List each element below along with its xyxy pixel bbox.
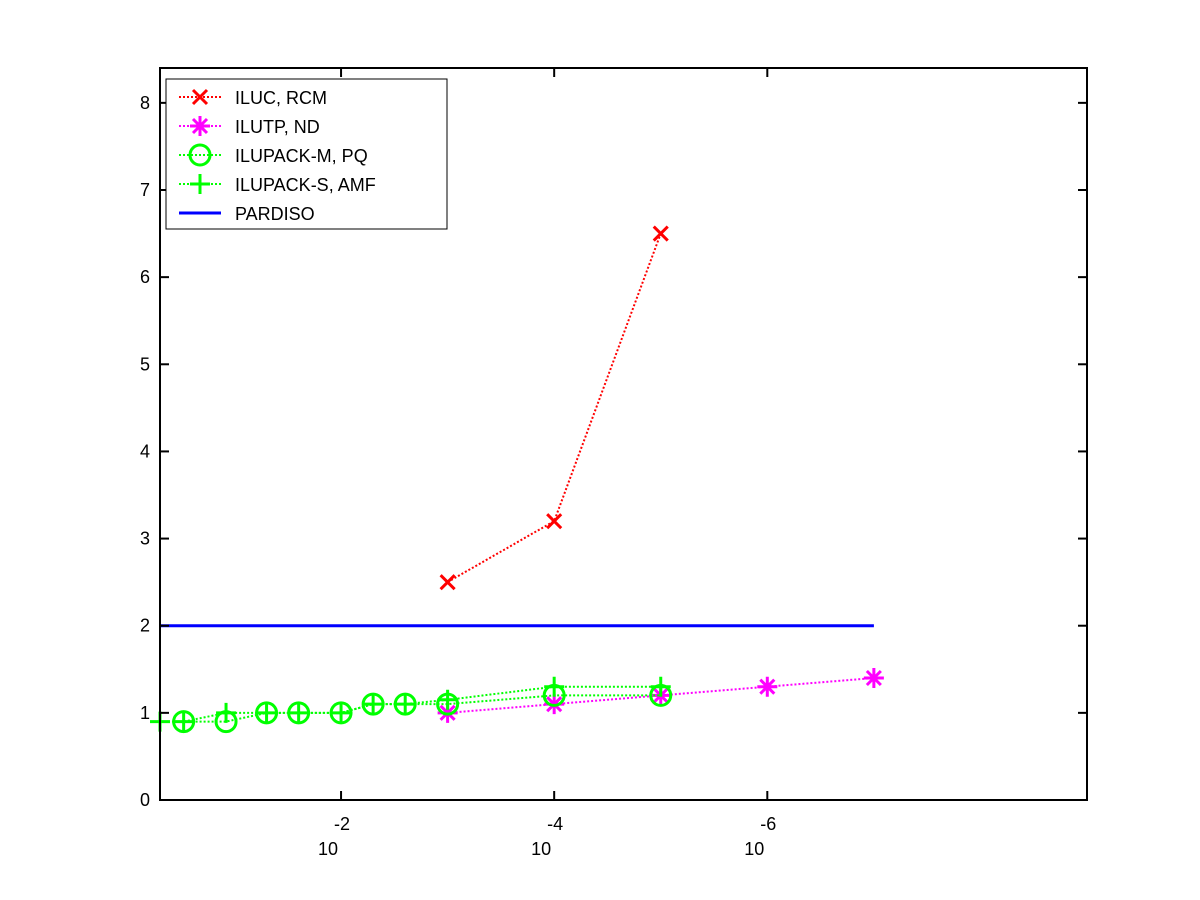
x-tick-label-exponent: -6 <box>760 814 776 834</box>
data-point <box>437 689 458 710</box>
legend-label: PARDISO <box>235 204 315 224</box>
legend-label: ILUPACK-M, PQ <box>235 146 368 166</box>
y-tick-label: 4 <box>140 441 150 461</box>
series-ilupack-s-amf <box>150 676 671 732</box>
axes-frame <box>159 67 1088 801</box>
legend-entry-ilutp-nd: ILUTP, ND <box>179 116 320 137</box>
data-point <box>395 694 416 715</box>
series-iluc-rcm <box>439 225 669 591</box>
x-tick-label-base: 10 <box>318 839 338 859</box>
data-point <box>757 676 778 697</box>
data-point <box>288 702 309 723</box>
data-point <box>652 225 669 242</box>
data-point <box>363 694 384 715</box>
x-tick-label-exponent: -2 <box>334 814 350 834</box>
data-point <box>546 513 563 530</box>
y-tick-label: 3 <box>140 529 150 549</box>
legend-entry-ilupack-s-amf: ILUPACK-S, AMF <box>179 174 376 195</box>
legend-entry-ilupack-m-pq: ILUPACK-M, PQ <box>179 143 368 167</box>
y-tick-label: 8 <box>140 93 150 113</box>
legend-label: ILUPACK-S, AMF <box>235 175 376 195</box>
legend-marker <box>188 143 212 167</box>
data-point <box>439 574 456 591</box>
series-line <box>447 233 662 583</box>
legend-marker <box>190 116 210 136</box>
legend-label: ILUTP, ND <box>235 117 320 137</box>
legend-entry-iluc-rcm: ILUC, RCM <box>179 88 327 108</box>
data-layer <box>150 225 884 734</box>
y-tick-label: 1 <box>140 703 150 723</box>
legend-marker <box>190 174 210 194</box>
x-tick-label-exponent: -4 <box>547 814 563 834</box>
data-point <box>650 676 671 697</box>
legend-marker <box>191 88 209 106</box>
y-tick-label: 2 <box>140 616 150 636</box>
legend-entry-pardiso: PARDISO <box>179 204 315 224</box>
y-tick-label: 0 <box>140 790 150 810</box>
data-point <box>216 702 237 723</box>
y-tick-label: 7 <box>140 180 150 200</box>
x-tick-label-base: 10 <box>531 839 551 859</box>
y-tick-label: 6 <box>140 267 150 287</box>
data-point <box>863 668 884 688</box>
y-tick-label: 5 <box>140 354 150 374</box>
axes: 0 1 2 3 4 5 6 7 8 10 -2 10 -4 10 -6 <box>140 67 1088 859</box>
data-point <box>544 676 565 697</box>
data-point <box>173 711 194 732</box>
data-point <box>331 702 352 723</box>
x-tick-label-base: 10 <box>744 839 764 859</box>
data-point <box>256 702 277 723</box>
legend-label: ILUC, RCM <box>235 88 327 108</box>
legend: ILUC, RCM ILUTP, ND ILUPACK-M, PQ ILUPACK-S… <box>165 78 448 230</box>
